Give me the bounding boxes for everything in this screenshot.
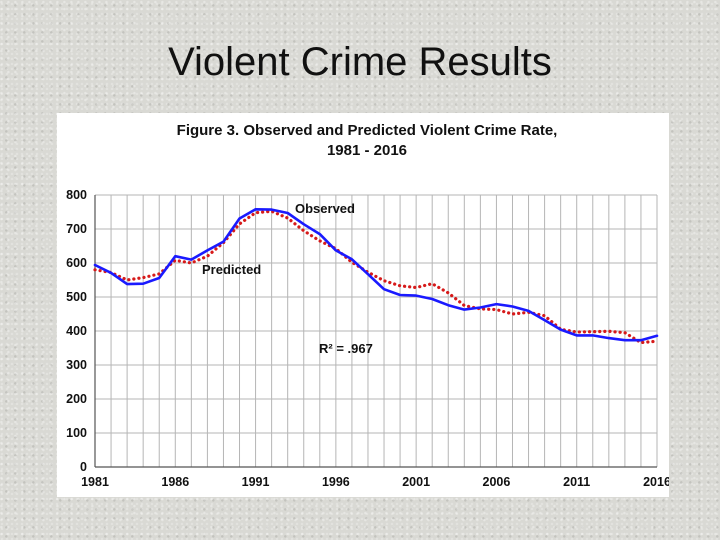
y-tick-label: 0 xyxy=(80,460,87,474)
x-tick-label: 1991 xyxy=(242,475,270,489)
slide-title: Violent Crime Results xyxy=(168,40,552,84)
y-tick-label: 400 xyxy=(66,324,87,338)
series-line-predicted xyxy=(93,209,659,345)
y-tick-label: 700 xyxy=(66,222,87,236)
annotation-observed: Observed xyxy=(295,201,355,216)
series-layer xyxy=(93,208,659,345)
annotation-r-squared: R² = .967 xyxy=(319,341,373,356)
y-tick-label: 600 xyxy=(66,256,87,270)
series-line-observed xyxy=(93,208,659,342)
y-tick-label: 300 xyxy=(66,358,87,372)
x-tick-label: 1996 xyxy=(322,475,350,489)
x-tick-label: 2016 xyxy=(643,475,669,489)
x-tick-label: 2001 xyxy=(402,475,430,489)
y-tick-label: 200 xyxy=(66,392,87,406)
y-tick-label: 500 xyxy=(66,290,87,304)
x-tick-label: 1986 xyxy=(161,475,189,489)
chart-title: Figure 3. Observed and Predicted Violent… xyxy=(177,122,558,139)
line-chart: Figure 3. Observed and Predicted Violent… xyxy=(66,122,669,489)
chart-panel: Figure 3. Observed and Predicted Violent… xyxy=(57,113,669,497)
chart-subtitle: 1981 - 2016 xyxy=(327,142,407,159)
grid-layer xyxy=(94,194,658,468)
y-tick-label: 800 xyxy=(66,188,87,202)
axis-layer xyxy=(94,195,657,468)
x-tick-label: 1981 xyxy=(81,475,109,489)
annotation-predicted: Predicted xyxy=(202,262,261,277)
x-tick-label: 2006 xyxy=(483,475,511,489)
x-tick-label: 2011 xyxy=(563,475,590,489)
y-tick-label: 100 xyxy=(66,426,87,440)
